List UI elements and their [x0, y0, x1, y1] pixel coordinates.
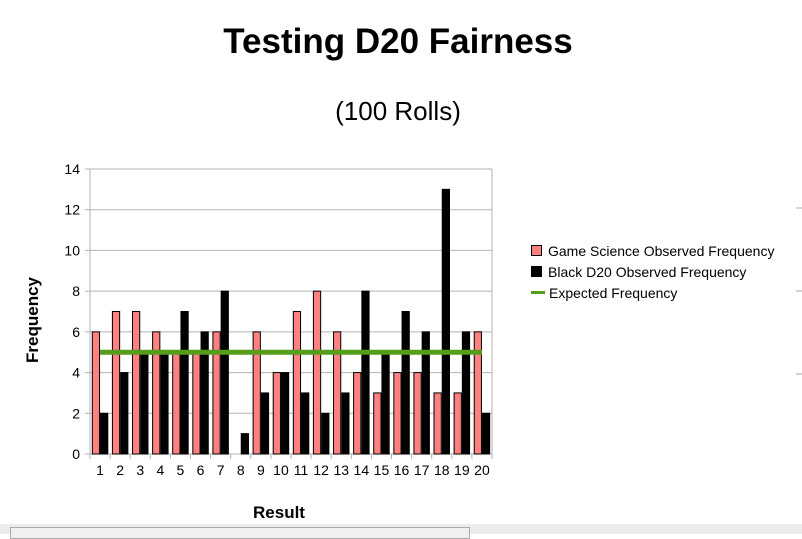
bar-black-d20	[361, 290, 370, 455]
bar-black-d20	[160, 351, 169, 455]
legend-item-black-d20: Black D20 Observed Frequency	[531, 261, 774, 282]
chart-subtitle: (100 Rolls)	[335, 96, 461, 126]
bar-game-science	[453, 392, 462, 455]
bar-game-science	[312, 290, 322, 455]
bar-black-d20	[401, 311, 410, 455]
legend-swatch	[531, 266, 542, 277]
bar-black-d20	[260, 392, 270, 455]
bar-game-science	[353, 372, 362, 455]
x-tick-label: 7	[217, 462, 225, 478]
legend: Game Science Observed Frequency Black D2…	[531, 240, 774, 303]
x-tick-label: 17	[414, 462, 430, 478]
bar-game-science	[132, 311, 141, 455]
y-tick-label: 8	[72, 283, 80, 299]
bar-black-d20	[100, 412, 109, 455]
bar-black-d20	[180, 311, 189, 455]
x-tick-label: 14	[354, 462, 370, 478]
bar-black-d20	[240, 433, 249, 455]
x-tick-label: 18	[434, 462, 450, 478]
x-tick-label: 11	[294, 462, 309, 478]
x-tick-label: 9	[257, 462, 265, 478]
bar-game-science	[413, 372, 422, 455]
x-tick-label: 12	[313, 462, 329, 478]
legend-label: Expected Frequency	[549, 284, 678, 301]
bar-game-science	[393, 372, 402, 455]
y-tick-label: 6	[72, 324, 80, 340]
bar-black-d20	[220, 290, 229, 455]
y-tick-label: 0	[72, 446, 80, 462]
x-tick-label: 16	[394, 462, 410, 478]
legend-item-game-science: Game Science Observed Frequency	[531, 240, 774, 261]
y-tick-label: 14	[64, 161, 80, 177]
x-tick-label: 10	[273, 462, 289, 478]
bar-black-d20	[381, 351, 390, 455]
x-tick-label: 2	[116, 462, 124, 478]
x-tick-label: 15	[374, 462, 390, 478]
y-tick-label: 4	[72, 365, 80, 381]
bar-game-science	[433, 392, 442, 455]
bar-black-d20	[120, 372, 129, 455]
x-tick-label: 1	[96, 462, 104, 478]
x-tick-label: 5	[177, 462, 185, 478]
bar-black-d20	[481, 412, 491, 455]
y-tick-label: 10	[64, 242, 80, 258]
legend-item-expected: Expected Frequency	[531, 282, 774, 303]
bar-game-science	[292, 311, 302, 455]
bar-game-science	[333, 331, 342, 455]
bar-black-d20	[461, 331, 471, 455]
bar-game-science	[212, 331, 221, 455]
legend-label: Game Science Observed Frequency	[548, 242, 775, 259]
chart-title: Testing D20 Fairness	[223, 22, 573, 61]
bar-game-science	[373, 392, 382, 455]
bar-black-d20	[341, 392, 350, 455]
bar-game-science	[91, 331, 101, 455]
bar-black-d20	[140, 351, 149, 455]
x-axis-label: Result	[253, 503, 305, 522]
x-tick-label: 20	[474, 462, 490, 478]
y-axis-label: Frequency	[23, 276, 42, 363]
legend-swatch	[531, 245, 542, 256]
bar-game-science	[473, 331, 482, 455]
x-tick-label: 19	[454, 462, 470, 478]
x-tick-label: 6	[197, 462, 205, 478]
x-tick-label: 8	[237, 462, 245, 478]
bar-game-science	[192, 351, 201, 455]
bar-black-d20	[200, 331, 209, 455]
bar-game-science	[172, 351, 181, 455]
bar-game-science	[272, 372, 281, 455]
bar-black-d20	[321, 412, 330, 455]
bar-black-d20	[421, 331, 430, 455]
y-tick-label: 2	[72, 405, 80, 421]
bar-game-science	[111, 311, 121, 455]
x-tick-label: 4	[156, 462, 164, 478]
bar-black-d20	[441, 188, 450, 455]
legend-line	[531, 291, 545, 294]
bar-game-science	[252, 331, 261, 455]
bar-black-d20	[280, 372, 290, 455]
bar-game-science	[152, 331, 161, 455]
y-tick-label: 12	[64, 202, 80, 218]
legend-label: Black D20 Observed Frequency	[548, 263, 747, 280]
x-tick-label: 13	[333, 462, 349, 478]
x-tick-label: 3	[136, 462, 144, 478]
bar-black-d20	[301, 392, 310, 455]
